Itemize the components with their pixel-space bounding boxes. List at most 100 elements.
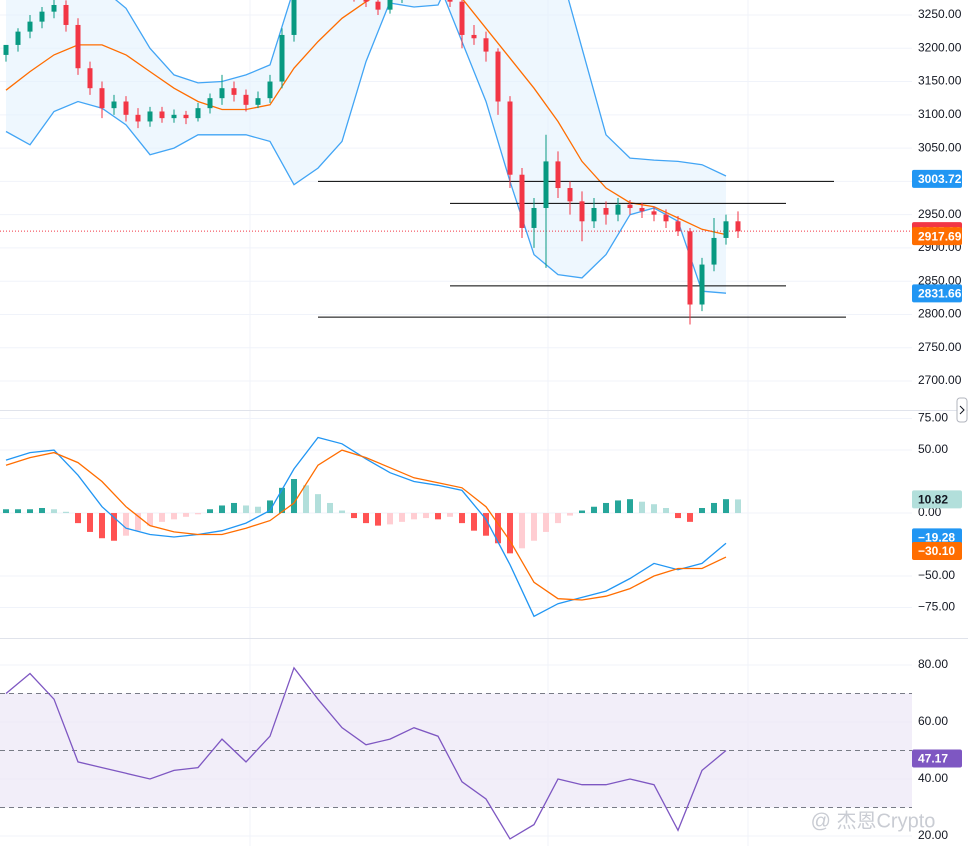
histogram-bar: [435, 513, 441, 520]
y-tick-label: 2700.00: [918, 373, 962, 387]
histogram-bar: [27, 509, 33, 514]
histogram-bar: [447, 513, 453, 517]
pane: [0, 418, 912, 618]
histogram-bar: [195, 513, 201, 515]
histogram-bar: [483, 513, 489, 536]
y-tick-label: 20.00: [918, 828, 948, 842]
candle-body: [15, 31, 21, 45]
histogram-bar: [495, 513, 501, 544]
y-tick-label: 2750.00: [918, 340, 962, 354]
candle-body: [231, 88, 237, 95]
candle-body: [3, 44, 9, 55]
candle-body: [291, 0, 297, 35]
candle-body: [507, 101, 513, 175]
y-tick-label: −75.00: [918, 600, 955, 614]
value-tag: [912, 490, 962, 509]
histogram-bar: [339, 510, 345, 514]
y-tick-label: 80.00: [918, 657, 948, 671]
value-tag: [912, 169, 962, 188]
y-tick-label: 2800.00: [918, 307, 962, 321]
candle-body: [27, 21, 33, 32]
histogram-bar: [663, 507, 669, 514]
candle-body: [207, 98, 213, 109]
candle-body: [567, 188, 573, 202]
candle-body: [123, 101, 129, 115]
pane: [0, 0, 912, 382]
candle-body: [675, 221, 681, 232]
value-tag-label: 47.17: [918, 752, 948, 766]
value-tag-label: −30.10: [918, 544, 955, 558]
histogram-bar: [603, 502, 609, 514]
candle-body: [555, 161, 561, 189]
candle-body: [75, 24, 81, 69]
histogram-bar: [627, 499, 633, 514]
histogram-bar: [543, 513, 549, 532]
value-tag-label: 2831.66: [918, 287, 962, 301]
value-tag-label: 3003.72: [918, 172, 962, 186]
histogram-bar: [315, 494, 321, 514]
histogram-bar: [423, 513, 429, 519]
value-tag-label: −19.28: [918, 530, 955, 544]
histogram-bar: [459, 513, 465, 524]
y-tick-label: 50.00: [918, 442, 948, 456]
histogram-bar: [207, 509, 213, 514]
candle-body: [147, 111, 153, 122]
histogram-bar: [279, 487, 285, 514]
histogram-bar: [3, 509, 9, 514]
pane: [0, 664, 912, 840]
histogram-bar: [351, 513, 357, 519]
candle-body: [375, 1, 381, 10]
candle-body: [615, 204, 621, 215]
histogram-bar: [387, 513, 393, 525]
collapse-button[interactable]: [956, 397, 968, 423]
y-tick-label: 3200.00: [918, 40, 962, 54]
histogram-bar: [699, 507, 705, 514]
candle-body: [447, 0, 453, 2]
histogram-bar: [171, 513, 177, 520]
histogram-bar: [687, 513, 693, 522]
candle-body: [495, 51, 501, 102]
candle-body: [471, 34, 477, 39]
candle-body: [99, 88, 105, 109]
histogram-bar: [651, 504, 657, 514]
histogram-bar: [39, 507, 45, 514]
candle-body: [51, 4, 57, 12]
candle-body: [519, 174, 525, 228]
histogram-bar: [591, 506, 597, 514]
histogram-bar: [243, 505, 249, 514]
candle-body: [735, 221, 741, 232]
histogram-bar: [327, 502, 333, 514]
y-tick-label: 3100.00: [918, 107, 962, 121]
histogram-bar: [303, 485, 309, 514]
histogram-bar: [267, 500, 273, 514]
histogram-bar: [75, 513, 81, 524]
histogram-bar: [255, 506, 261, 514]
candle-body: [159, 111, 165, 119]
candle-body: [87, 68, 93, 89]
histogram-bar: [399, 513, 405, 522]
indicator-line: [5, 436, 727, 618]
histogram-bar: [735, 499, 741, 514]
indicator-line: [5, 449, 727, 601]
histogram-bar: [531, 513, 537, 541]
candle-body: [723, 221, 729, 238]
candle-body: [483, 38, 489, 52]
histogram-bar: [123, 513, 129, 536]
candle-body: [387, 0, 393, 10]
histogram-bar: [507, 513, 513, 554]
histogram-bar: [51, 509, 57, 514]
histogram-bar: [639, 501, 645, 514]
candle-body: [543, 161, 549, 208]
histogram-bar: [111, 513, 117, 541]
y-tick-label: 3050.00: [918, 140, 962, 154]
histogram-bar: [567, 513, 573, 516]
histogram-bar: [411, 513, 417, 520]
histogram-bar: [147, 513, 153, 526]
histogram-bar: [183, 513, 189, 517]
candle-body: [219, 88, 225, 99]
histogram-bar: [675, 513, 681, 519]
histogram-bar: [87, 513, 93, 532]
y-tick-label: 40.00: [918, 771, 948, 785]
candle-body: [171, 114, 177, 119]
